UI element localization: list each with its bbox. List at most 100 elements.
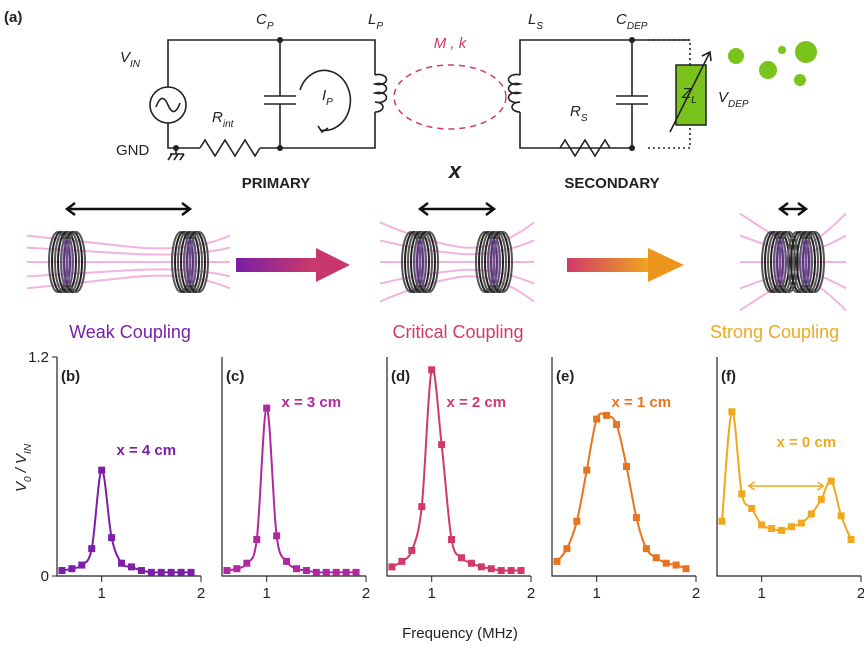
data-marker	[827, 477, 835, 485]
circuit-part	[167, 39, 376, 149]
distance-label: x	[448, 158, 462, 183]
coupling-label: M , k	[434, 35, 468, 52]
data-marker	[497, 567, 505, 575]
panel-label: (d)	[391, 368, 410, 385]
x-tick-label: 1	[428, 585, 436, 602]
y-axis-label-part: 0	[23, 476, 34, 482]
circuit-label-part: L	[528, 11, 536, 28]
circuit-part	[317, 125, 329, 134]
data-marker	[398, 557, 406, 565]
x-tick-label: 1	[593, 585, 601, 602]
circuit-part	[299, 69, 352, 132]
data-marker	[652, 554, 660, 562]
peak-split-arrow	[747, 481, 825, 491]
panel-label: (f)	[721, 368, 736, 385]
data-marker	[408, 546, 416, 554]
data-marker	[273, 532, 281, 540]
data-marker	[583, 466, 591, 474]
annotation: x = 0 cm	[776, 434, 836, 451]
data-marker	[137, 567, 145, 575]
panel-label: (c)	[226, 368, 244, 385]
data-marker	[352, 568, 360, 576]
coil-turn	[484, 231, 504, 293]
x-tick-label: 2	[362, 585, 370, 602]
distance-arrow	[777, 202, 809, 216]
circuit-label-part: IN	[130, 59, 141, 70]
data-marker	[807, 510, 815, 518]
x-tick-label: 2	[527, 585, 535, 602]
field-line	[739, 268, 847, 290]
axis	[56, 357, 201, 577]
data-marker	[758, 521, 766, 529]
data-marker	[448, 536, 456, 543]
circuit-label-part: I	[322, 87, 326, 104]
y-axis-label: V0 / VIN	[13, 443, 34, 492]
chart-panel: (d) x = 2 cm 1 2	[386, 357, 535, 602]
circuit-label: GND	[116, 142, 150, 159]
data-marker	[593, 415, 601, 423]
panel-label: (e)	[556, 368, 574, 385]
circuit-label-part: C	[256, 11, 267, 28]
x-tick-label: 1	[98, 585, 106, 602]
coupling-caption: Weak Coupling	[69, 322, 191, 342]
circuit-part	[629, 145, 635, 151]
data-marker	[263, 404, 271, 412]
circuit-label-part: P	[376, 21, 383, 32]
data-marker	[642, 545, 650, 553]
data-marker	[88, 545, 96, 553]
data-marker	[718, 517, 726, 525]
data-marker	[418, 503, 426, 511]
circuit-label: VIN	[120, 49, 141, 70]
data-marker	[292, 565, 300, 573]
data-marker	[748, 504, 756, 512]
data-marker	[147, 568, 155, 576]
coil-core	[414, 238, 426, 286]
circuit-label-part: P	[267, 21, 274, 32]
circuit-label: LP	[368, 11, 383, 32]
data-marker	[253, 536, 261, 543]
chart-panel: (e) x = 1 cm 1 2	[551, 357, 700, 602]
coil-turn	[410, 231, 430, 293]
circuit-part	[778, 46, 786, 54]
data-marker	[517, 567, 525, 575]
data-marker	[487, 565, 495, 573]
field-line	[379, 275, 535, 303]
circuit-part	[629, 37, 635, 43]
data-marker	[728, 408, 736, 416]
data-marker	[477, 563, 485, 571]
circuit-label: RS	[570, 103, 588, 124]
data-line	[556, 412, 687, 570]
circuit	[149, 37, 817, 161]
coils	[26, 202, 847, 312]
data-marker	[768, 525, 776, 533]
data-marker	[457, 554, 465, 562]
circuit-part	[173, 145, 179, 151]
circuit-label: Rint	[212, 109, 235, 130]
axis	[221, 357, 366, 577]
circuit-label-part: L	[691, 95, 697, 106]
coupling-caption: Critical Coupling	[392, 322, 523, 342]
circuit-label-part: R	[570, 103, 581, 120]
circuit-part	[794, 74, 806, 86]
x-tick-label: 2	[692, 585, 700, 602]
circuit-part	[675, 64, 707, 126]
data-marker	[118, 559, 126, 567]
data-marker	[797, 519, 805, 527]
section-label: SECONDARY	[564, 175, 659, 192]
section-label: PRIMARY	[242, 175, 311, 192]
data-marker	[662, 559, 670, 567]
circuit-part	[559, 138, 611, 158]
circuit-label: IP	[322, 87, 333, 108]
circuit-label-part: V	[718, 89, 730, 106]
data-line	[226, 407, 357, 574]
data-marker	[847, 536, 855, 543]
data-line	[61, 469, 192, 574]
data-marker	[507, 567, 515, 575]
data-marker	[467, 559, 475, 567]
circuit-label-part: DEP	[627, 21, 648, 32]
circuit-part	[728, 48, 744, 64]
circuit-part	[669, 50, 712, 133]
data-marker	[632, 514, 640, 522]
circuit-part	[648, 39, 691, 149]
